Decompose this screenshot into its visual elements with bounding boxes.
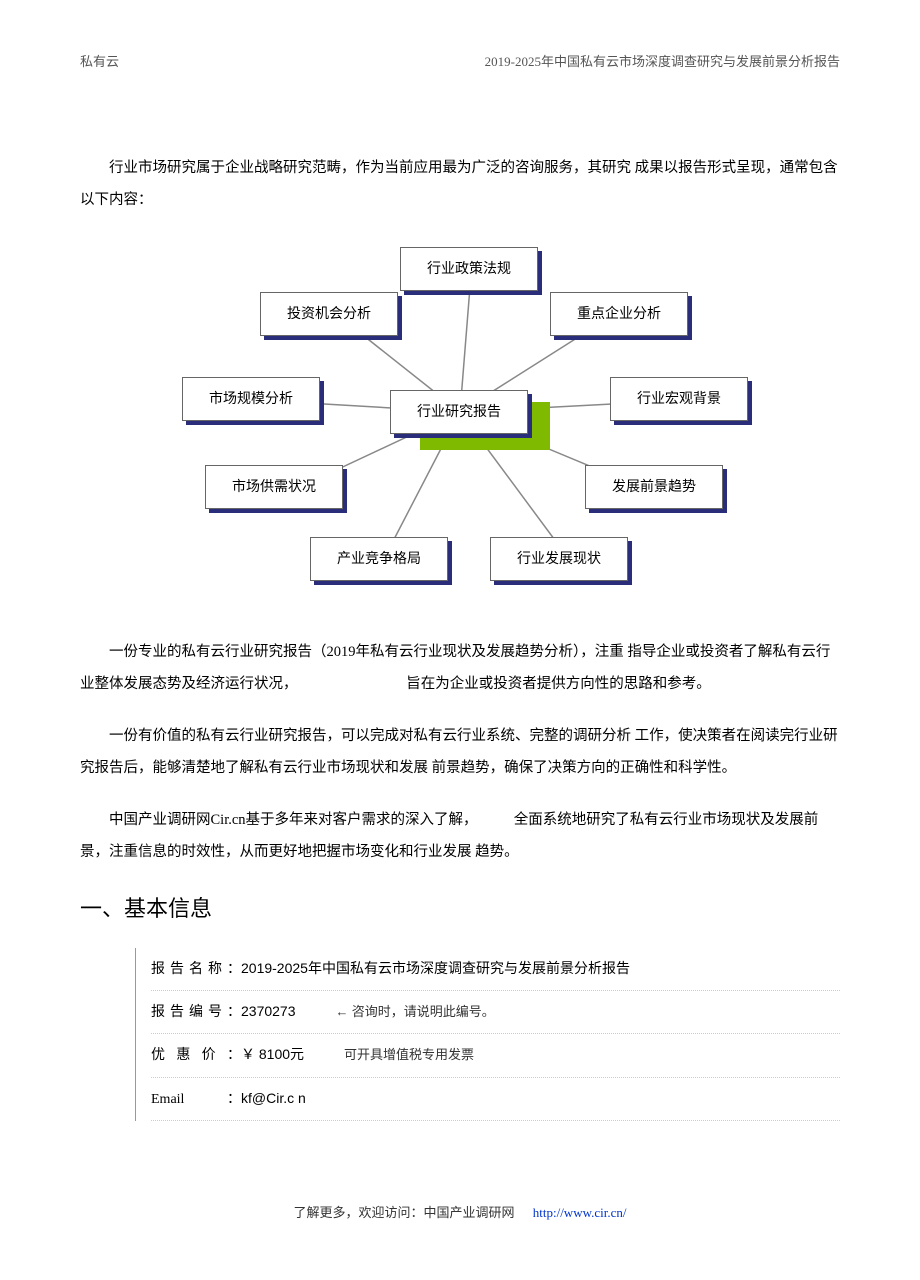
info-table: 报告名称：2019-2025年中国私有云市场深度调查研究与发展前景分析报告报告编… <box>135 948 840 1121</box>
intro-paragraph: 行业市场研究属于企业战略研究范畴，作为当前应用最为广泛的咨询服务，其研究 成果以… <box>80 153 840 217</box>
diagram-node: 重点企业分析 <box>550 292 688 336</box>
body-p3: 中国产业调研网Cir.cn基于多年来对客户需求的深入了解， 全面系统地研究了私有… <box>80 805 840 869</box>
header-left: 私有云 <box>80 50 119 73</box>
info-value: 2370273 <box>241 999 296 1024</box>
diagram-center-node: 行业研究报告 <box>390 390 528 440</box>
diagram-node: 行业政策法规 <box>400 247 538 291</box>
diagram-node: 行业发展现状 <box>490 537 628 581</box>
info-note: ← 咨询时，请说明此编号。 <box>336 1000 495 1023</box>
info-row: Email：kf@Cir.c n <box>151 1078 840 1121</box>
info-label: 报告编号： <box>151 1000 241 1025</box>
industry-diagram: 行业政策法规投资机会分析 重点企业分析市场规模分析 行业宏观背景市场供需状况 发展前景… <box>170 247 750 587</box>
body-p1: 一份专业的私有云行业研究报告（2019年私有云行业现状及发展趋势分析），注重 指… <box>80 637 840 701</box>
info-value: ￥ 8100元 <box>241 1042 304 1067</box>
diagram-node: 发展前景趋势 <box>585 465 723 509</box>
diagram-node: 行业宏观背景 <box>610 377 748 421</box>
info-note: 可开具增值税专用发票 <box>344 1043 474 1066</box>
info-row: 优惠价：￥ 8100元 可开具增值税专用发票 <box>151 1034 840 1077</box>
info-value: 2019-2025年中国私有云市场深度调查研究与发展前景分析报告 <box>241 956 630 981</box>
section-title: 一、基本信息 <box>80 889 840 929</box>
info-label: 报告名称： <box>151 957 241 982</box>
diagram-node: 投资机会分析 <box>260 292 398 336</box>
info-value: kf@Cir.c n <box>241 1086 306 1111</box>
footer-link[interactable]: http://www.cir.cn/ <box>533 1205 627 1220</box>
center-label: 行业研究报告 <box>390 390 528 434</box>
diagram-node: 产业竞争格局 <box>310 537 448 581</box>
info-row: 报告编号：2370273 ← 咨询时，请说明此编号。 <box>151 991 840 1034</box>
page-footer: 了解更多，欢迎访问：中国产业调研网 http://www.cir.cn/ <box>80 1201 840 1224</box>
diagram-node: 市场供需状况 <box>205 465 343 509</box>
info-row: 报告名称：2019-2025年中国私有云市场深度调查研究与发展前景分析报告 <box>151 948 840 991</box>
header-right: 2019-2025年中国私有云市场深度调查研究与发展前景分析报告 <box>485 50 840 73</box>
diagram-node: 市场规模分析 <box>182 377 320 421</box>
info-label: Email： <box>151 1087 241 1112</box>
info-label: 优惠价： <box>151 1043 241 1068</box>
footer-text: 了解更多，欢迎访问：中国产业调研网 <box>293 1205 514 1220</box>
page-header: 私有云 2019-2025年中国私有云市场深度调查研究与发展前景分析报告 <box>80 50 840 73</box>
body-p2: 一份有价值的私有云行业研究报告，可以完成对私有云行业系统、完整的调研分析 工作，… <box>80 721 840 785</box>
